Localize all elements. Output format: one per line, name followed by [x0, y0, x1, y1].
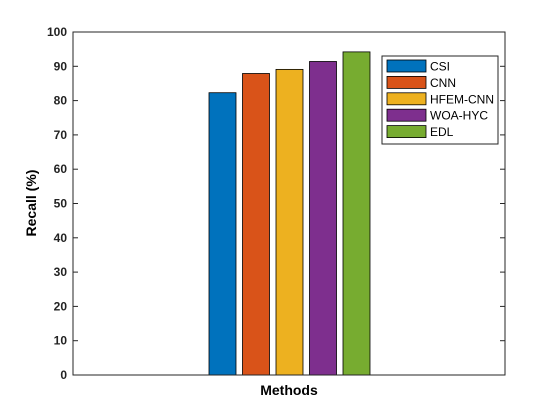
- legend-swatch-woa-hyc: [386, 108, 427, 122]
- legend-label-cnn: CNN: [430, 76, 456, 90]
- bar-woa-hyc: [309, 61, 337, 376]
- bars: [208, 51, 371, 376]
- legend-swatch-edl: [386, 125, 427, 138]
- y-tick-label: 30: [54, 265, 68, 279]
- bar-hfem-cnn: [275, 68, 304, 376]
- bar-csi: [208, 92, 237, 376]
- legend-label-woa-hyc: WOA-HYC: [430, 109, 488, 123]
- y-tick-label: 70: [54, 128, 68, 142]
- y-axis-label: Recall (%): [23, 170, 39, 237]
- legend-swatch-cnn: [386, 76, 427, 89]
- bar-cnn: [242, 73, 270, 376]
- legend-swatch-csi: [386, 59, 427, 73]
- bar-edl: [342, 51, 371, 376]
- y-tick-label: 40: [54, 231, 68, 245]
- y-tick-label: 20: [54, 299, 68, 313]
- y-tick-label: 50: [54, 197, 68, 211]
- y-tick-label: 80: [54, 94, 68, 108]
- legend[interactable]: CSI CNN HFEM-CNN WOA-HYC EDL: [381, 55, 499, 145]
- y-tick-label: 90: [54, 59, 68, 73]
- y-tick-label: 10: [54, 334, 68, 348]
- legend-label-hfem-cnn: HFEM-CNN: [430, 92, 494, 106]
- y-tick-label: 60: [54, 162, 68, 176]
- legend-label-edl: EDL: [430, 125, 454, 139]
- y-tick-label: 100: [47, 25, 67, 39]
- y-axis-ticks: 0 10 20 30 40 50 60 70 80 90 100: [47, 25, 505, 382]
- legend-swatch-hfem-cnn: [386, 92, 427, 106]
- x-axis-label: Methods: [260, 382, 318, 398]
- y-tick-label: 0: [60, 368, 67, 382]
- legend-label-csi: CSI: [430, 60, 450, 74]
- plot-area-frame: [72, 31, 506, 376]
